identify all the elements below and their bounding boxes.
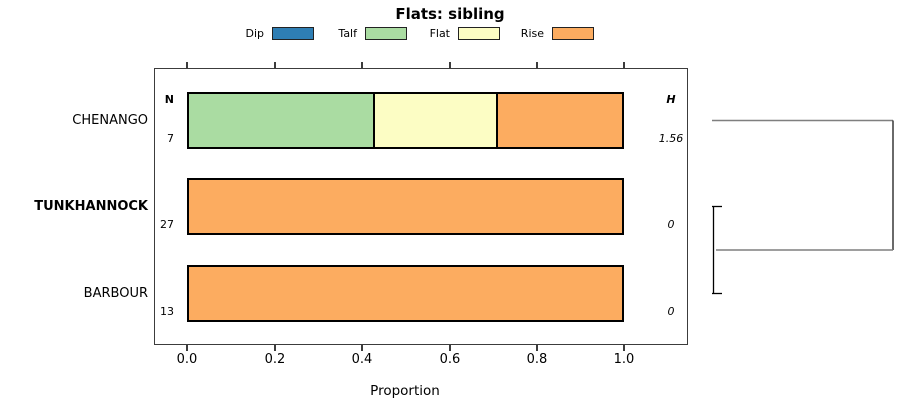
x-axis-tick: [449, 62, 451, 68]
x-axis-tick: [536, 345, 538, 351]
plot-area: [154, 68, 688, 345]
legend-swatch-flat: [458, 27, 500, 40]
x-axis-title: Proportion: [370, 383, 440, 399]
bar-segment-rise: [189, 180, 622, 233]
legend-item-talf: Talf: [287, 25, 407, 42]
x-axis-tick: [361, 345, 363, 351]
x-axis-tick-label: 1.0: [613, 352, 635, 367]
bar-segment-rise: [189, 267, 622, 320]
chart-title: Flats: sibling: [395, 5, 505, 23]
x-axis-tick: [274, 62, 276, 68]
table-row: TUNKHANNOCK 27 0: [0, 178, 900, 235]
legend-swatch-talf: [365, 27, 407, 40]
x-axis-tick: [274, 345, 276, 351]
x-axis-tick: [623, 62, 625, 68]
x-axis-tick: [361, 62, 363, 68]
bar-chenango: [187, 92, 624, 149]
bar-segment-flat: [374, 94, 499, 147]
x-axis-tick: [186, 345, 188, 351]
x-axis-tick-label: 0.8: [526, 352, 548, 367]
legend-item-rise: Rise: [474, 25, 594, 42]
row-label-tunkhannock: TUNKHANNOCK: [34, 199, 148, 214]
legend-label-talf: Talf: [338, 27, 357, 40]
n-value: 7: [167, 132, 174, 145]
bar-tunkhannock: [187, 178, 624, 235]
legend-item-flat: Flat: [380, 25, 500, 42]
legend-label-flat: Flat: [429, 27, 450, 40]
h-value: 0: [667, 305, 675, 318]
legend-swatch-rise: [552, 27, 594, 40]
legend-swatch-dip: [272, 27, 314, 40]
x-axis-tick-label: 0.2: [264, 352, 286, 367]
legend-label-dip: Dip: [245, 27, 264, 40]
bar-segment-talf: [189, 94, 375, 147]
legend-label-rise: Rise: [520, 27, 544, 40]
x-axis-tick: [623, 345, 625, 351]
h-column-header: H: [666, 93, 676, 106]
legend-item-dip: Dip: [194, 25, 314, 42]
x-axis-tick-label: 0.4: [351, 352, 373, 367]
n-value: 27: [160, 218, 174, 231]
table-row: CHENANGO 7 1.56: [0, 92, 900, 149]
n-column-header: N: [164, 93, 174, 106]
bar-segment-rise: [498, 94, 622, 147]
x-axis-tick: [186, 62, 188, 68]
n-value: 13: [160, 305, 174, 318]
h-value: 1.56: [658, 132, 684, 145]
h-value: 0: [667, 218, 675, 231]
x-axis-tick-label: 0.6: [439, 352, 461, 367]
bar-barbour: [187, 265, 624, 322]
x-axis-tick: [449, 345, 451, 351]
row-label-chenango: CHENANGO: [72, 113, 148, 128]
row-label-barbour: BARBOUR: [83, 286, 148, 301]
x-axis-tick-label: 0.0: [176, 352, 198, 367]
x-axis-tick: [536, 62, 538, 68]
table-row: BARBOUR 13 0: [0, 265, 900, 322]
